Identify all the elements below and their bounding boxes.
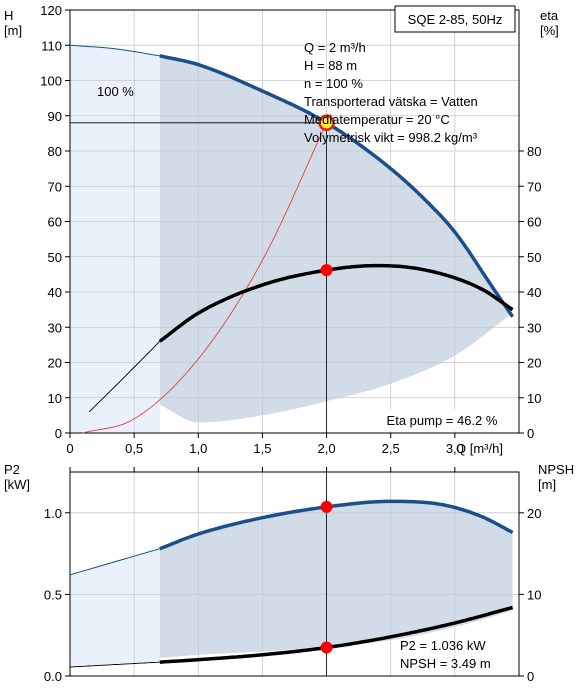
y-left-tick-label-0: 0 (55, 426, 62, 441)
bottom-y-left-tick-label-0: 0.0 (44, 669, 62, 684)
x-tick-label-1: 0,5 (125, 441, 143, 456)
head-curve-extended (69, 44, 160, 57)
operating-range-region (159, 55, 513, 423)
bottom-y-right-axis-label-0: NPSH (538, 462, 574, 477)
bottom-y-right-tick-label-0: 0 (527, 669, 534, 684)
x-tick-label-4: 2,0 (318, 441, 336, 456)
duty-point-head-marker (318, 114, 335, 132)
y-right-tick-label-3: 30 (527, 320, 541, 335)
head-efficiency-panel: 0 10 20 30 40 50 60 70 80 90 100 110 120 0 10 20 30 40 50 6… (4, 3, 559, 456)
bottom-plot-frame (69, 471, 520, 677)
y-left-tick-label-7: 70 (48, 179, 62, 194)
npsh-curve-extended (69, 661, 160, 668)
bottom-extended-range-region (70, 548, 160, 667)
system-curve (82, 122, 328, 434)
info-line-head: H = 88 m (304, 58, 357, 73)
npsh-curve (159, 605, 513, 664)
bottom-operating-range-region (159, 501, 513, 658)
y-right-tick-label-0: 0 (527, 426, 534, 441)
y-left-tick-label-8: 80 (48, 144, 62, 159)
eta-label-box: Eta pump = 46.2 % (374, 409, 511, 431)
y-right-tick-label-6: 60 (527, 215, 541, 230)
info-line-temperature: Mediatemperatur = 20 °C (304, 112, 450, 127)
bottom-y-right-tick-label-1: 10 (527, 587, 541, 602)
x-tick-label-0: 0 (66, 441, 73, 456)
y-left-tick-label-5: 50 (48, 250, 62, 265)
head-curve (159, 54, 515, 318)
title-box-frame (394, 5, 516, 33)
x-tick-label-3: 1,5 (253, 441, 271, 456)
y-left-tick-label-4: 40 (48, 285, 62, 300)
bottom-info-block: P2 = 1.036 kW NPSH = 3.49 m (400, 638, 491, 671)
y-right-tick-label-2: 20 (527, 356, 541, 371)
p2-curve (159, 499, 514, 551)
p2-curve-extended (69, 548, 160, 576)
title-box-text: SQE 2-85, 50Hz (408, 12, 503, 27)
bottom-y-left-tick-label-2: 1.0 (44, 506, 62, 521)
y-right-axis-label-1: [%] (540, 23, 559, 38)
extended-range-region (70, 45, 160, 434)
top-title-box: SQE 2-85, 50Hz (394, 5, 516, 33)
x-tick-label-5: 2,5 (382, 441, 400, 456)
y-right-tick-label-5: 50 (527, 250, 541, 265)
y-left-tick-label-1: 10 (48, 391, 62, 406)
y-left-axis-label-1: [m] (4, 23, 22, 38)
x-axis-label: Q [m³/h] (456, 441, 503, 456)
eta-label-frame (374, 409, 511, 431)
y-right-axis-label-0: eta (540, 8, 559, 23)
bottom-y-right-tick-label-2: 20 (527, 506, 541, 521)
y-left-axis-label-0: H (4, 8, 13, 23)
eta-label-text: Eta pump = 46.2 % (387, 413, 498, 428)
top-info-block: Q = 2 m³/h H = 88 m n = 100 % Transporte… (304, 40, 478, 145)
y-left-tick-label-2: 20 (48, 356, 62, 371)
y-left-tick-label-12: 120 (40, 3, 62, 18)
y-right-tick-label-8: 80 (527, 144, 541, 159)
eta-curve-extended (88, 341, 161, 413)
bottom-y-left-axis-label-1: [kW] (4, 477, 30, 492)
info-line-density: Volymetrisk vikt = 998.2 kg/m³ (304, 130, 478, 145)
y-left-tick-label-10: 100 (40, 74, 62, 89)
info-line-liquid: Transporterad vätska = Vatten (304, 94, 478, 109)
power-npsh-panel: 0.0 0.5 1.0 0 10 20 P2[kW] NPSH[m] (4, 462, 574, 684)
y-left-tick-label-3: 30 (48, 320, 62, 335)
y-right-tick-label-1: 10 (527, 391, 541, 406)
bottom-y-left-tick-label-1: 0.5 (44, 587, 62, 602)
x-tick-label-2: 1,0 (189, 441, 207, 456)
bottom-y-right-axis-label-1: [m] (538, 477, 556, 492)
info-line-npsh: NPSH = 3.49 m (400, 656, 491, 671)
info-line-flow: Q = 2 m³/h (304, 40, 366, 55)
y-right-tick-label-4: 40 (527, 285, 541, 300)
y-left-tick-label-9: 90 (48, 109, 62, 124)
x-tick-label-6: 3,0 (446, 441, 464, 456)
y-left-tick-label-11: 110 (41, 38, 62, 53)
info-line-speed: n = 100 % (304, 76, 363, 91)
duty-point-p2-marker (320, 500, 333, 513)
info-line-p2: P2 = 1.036 kW (400, 638, 486, 653)
y-left-tick-label-6: 60 (48, 215, 62, 230)
y-right-tick-label-7: 70 (527, 179, 541, 194)
duty-point-npsh-marker (320, 641, 333, 654)
speed-label: 100 % (97, 84, 134, 99)
eta-curve (158, 263, 514, 343)
bottom-y-left-axis-label-0: P2 (4, 462, 20, 477)
duty-point-eta-marker (320, 264, 333, 277)
